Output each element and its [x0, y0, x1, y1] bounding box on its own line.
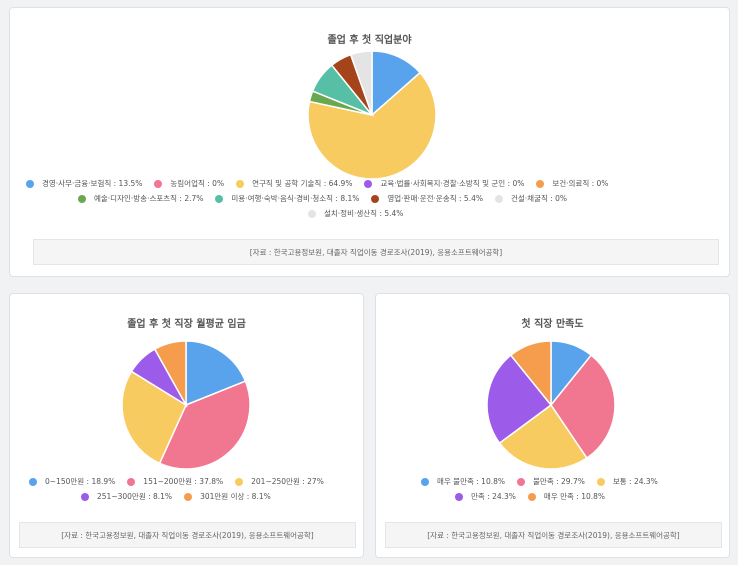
legend-swatch [127, 477, 136, 486]
chart-card-job-satisfaction: 첫 직장 만족도 매우 불만족 : 10.8% 불만족 : 29.7% 보통 : 2… [375, 293, 730, 558]
legend-swatch [517, 477, 526, 486]
legend-item[interactable]: 매우 만족 : 10.8% [527, 489, 606, 504]
chart-legend: 경영·사무·금융·보험직 : 13.5% 농림어업직 : 0% 연구직 및 공학 기… [26, 176, 620, 221]
legend-item[interactable]: 연구직 및 공학 기술직 : 64.9% [236, 176, 352, 191]
legend-swatch [371, 194, 380, 203]
pie-slice [121, 370, 187, 465]
source-note: [자료 : 한국고용정보원, 대졸자 직업이동 경로조사(2019), 응용소프… [33, 239, 719, 265]
pie-slice [371, 50, 422, 117]
legend-swatch [235, 477, 244, 486]
legend-item[interactable]: 교육·법률·사회복지·경찰·소방직 및 군인 : 0% [364, 176, 524, 191]
legend-item[interactable]: 설치·정비·생산직 : 5.4% [308, 206, 403, 221]
legend-swatch [154, 179, 163, 188]
source-note: [자료 : 한국고용정보원, 대졸자 직업이동 경로조사(2019), 응용소프… [19, 522, 356, 548]
chart-title: 졸업 후 첫 직업분야 [327, 35, 412, 46]
legend-label: 251~300만원 : 8.1% [97, 492, 173, 501]
legend-item[interactable]: 0~150만원 : 18.9% [29, 474, 115, 489]
legend-swatch [494, 194, 503, 203]
legend-item[interactable]: 만족 : 24.3% [455, 489, 516, 504]
chart-title: 첫 직장 만족도 [521, 319, 584, 330]
legend-item[interactable]: 보건·의료직 : 0% [536, 176, 608, 191]
legend-label: 만족 : 24.3% [471, 492, 516, 501]
chart-card-first-job-field: 졸업 후 첫 직업분야 경영·사무·금융·보험직 : 13.5% 농림어업직 : … [9, 7, 730, 277]
legend-swatch [364, 179, 373, 188]
legend-swatch [596, 477, 605, 486]
pie-slice [158, 380, 251, 470]
pie-slice [498, 403, 588, 470]
legend-item[interactable]: 경영·사무·금융·보험직 : 13.5% [26, 176, 142, 191]
legend-swatch [81, 492, 89, 501]
legend-item[interactable]: 미용·여행·숙박·음식·경비·청소직 : 8.1% [215, 191, 359, 206]
legend-label: 0~150만원 : 18.9% [45, 477, 116, 486]
legend-item[interactable]: 불만족 : 29.7% [517, 474, 585, 489]
legend-label: 경영·사무·금융·보험직 : 13.5% [42, 179, 143, 188]
legend-swatch [184, 492, 193, 501]
legend-label: 301만원 이상 : 8.1% [200, 492, 271, 501]
pie-slice [349, 50, 373, 116]
chart-title: 졸업 후 첫 직장 월평균 임금 [127, 319, 246, 330]
pie-slice [550, 354, 616, 460]
legend-swatch [421, 477, 429, 486]
legend-label: 미용·여행·숙박·음식·경비·청소직 : 8.1% [231, 194, 360, 203]
legend-row: 251~300만원 : 8.1% 301만원 이상 : 8.1% [29, 489, 336, 504]
legend-swatch [455, 492, 463, 501]
legend-row: 경영·사무·금융·보험직 : 13.5% 농림어업직 : 0% 연구직 및 공학 기… [26, 176, 620, 191]
legend-item[interactable]: 301만원 이상 : 8.1% [184, 489, 271, 504]
legend-item[interactable]: 201~250만원 : 27% [235, 474, 324, 489]
legend-label: 201~250만원 : 27% [251, 477, 324, 486]
legend-label: 교육·법률·사회복지·경찰·소방직 및 군인 : 0% [380, 179, 525, 188]
legend-label: 매우 만족 : 10.8% [543, 492, 606, 501]
legend-swatch [26, 179, 34, 188]
legend-label: 건설·채굴직 : 0% [510, 194, 568, 203]
legend-swatch [78, 194, 86, 203]
legend-label: 예술·디자인·방송·스포츠직 : 2.7% [94, 194, 204, 203]
pie-chart-job-satisfaction [486, 340, 616, 470]
pie-slice [153, 340, 187, 408]
pie-slice [486, 354, 553, 445]
legend-swatch [527, 492, 536, 501]
legend-label: 보통 : 24.3% [612, 477, 658, 486]
legend-item[interactable]: 영업·판매·운전·운송직 : 5.4% [371, 191, 483, 206]
legend-row: 예술·디자인·방송·스포츠직 : 2.7% 미용·여행·숙박·음식·경비·청소직 … [26, 191, 620, 206]
legend-row: 설치·정비·생산직 : 5.4% [26, 206, 620, 221]
legend-swatch [308, 209, 316, 218]
pie-slice [509, 340, 552, 408]
legend-item[interactable]: 매우 불만족 : 10.8% [421, 474, 505, 489]
chart-legend: 0~150만원 : 18.9% 151~200만원 : 37.8% 201~250만… [29, 474, 336, 504]
chart-card-monthly-wage: 졸업 후 첫 직장 월평균 임금 0~150만원 : 18.9% 151~200만… [9, 293, 364, 558]
legend-item[interactable]: 151~200만원 : 37.8% [127, 474, 223, 489]
pie-chart-first-job-field [307, 50, 437, 180]
legend-swatch [236, 179, 245, 188]
pie-slice [307, 71, 437, 180]
legend-item[interactable]: 건설·채굴직 : 0% [494, 191, 568, 206]
legend-label: 매우 불만족 : 10.8% [437, 477, 506, 486]
pie-slice [185, 340, 247, 407]
legend-item[interactable]: 예술·디자인·방송·스포츠직 : 2.7% [78, 191, 203, 206]
pie-chart-monthly-wage [121, 340, 251, 470]
legend-swatch [215, 194, 224, 203]
legend-item[interactable]: 농림어업직 : 0% [154, 176, 224, 191]
legend-row: 만족 : 24.3% 매우 만족 : 10.8% [421, 489, 670, 504]
chart-legend: 매우 불만족 : 10.8% 불만족 : 29.7% 보통 : 24.3% 만족 : … [421, 474, 670, 504]
legend-label: 농림어업직 : 0% [170, 179, 225, 188]
legend-label: 151~200만원 : 37.8% [143, 477, 224, 486]
legend-label: 보건·의료직 : 0% [552, 179, 609, 188]
legend-swatch [536, 179, 545, 188]
legend-label: 영업·판매·운전·운송직 : 5.4% [387, 194, 483, 203]
legend-label: 불만족 : 29.7% [533, 477, 585, 486]
legend-label: 연구직 및 공학 기술직 : 64.9% [252, 179, 353, 188]
legend-row: 0~150만원 : 18.9% 151~200만원 : 37.8% 201~250만… [29, 474, 336, 489]
source-note: [자료 : 한국고용정보원, 대졸자 직업이동 경로조사(2019), 응용소프… [385, 522, 722, 548]
legend-item[interactable]: 보통 : 24.3% [596, 474, 658, 489]
legend-row: 매우 불만족 : 10.8% 불만족 : 29.7% 보통 : 24.3% [421, 474, 670, 489]
legend-item[interactable]: 251~300만원 : 8.1% [81, 489, 172, 504]
legend-swatch [29, 477, 37, 486]
legend-label: 설치·정비·생산직 : 5.4% [324, 209, 404, 218]
